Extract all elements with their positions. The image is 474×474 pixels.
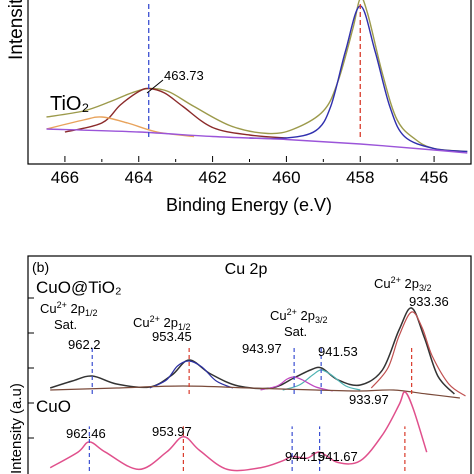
- panel-b-y-axis-label: Intensity (a.u): [8, 383, 25, 474]
- panel-b-frame: [27, 255, 472, 474]
- panel-b-sample-label-composite: CuO@TiO₂: [36, 278, 122, 297]
- panel-b-markers: [88, 348, 413, 474]
- panel-a-x-tick-label-4: 458: [346, 168, 374, 187]
- panel-a-series-2: [249, 5, 468, 153]
- panel-b-series-4: [370, 311, 466, 397]
- panel-a-x-tick-label-2: 462: [198, 168, 226, 187]
- panel-b-peak-group-label-2: Cu2+ 2p3/2: [270, 307, 327, 325]
- panel-b-bottom-peak-value-2: 944.15: [285, 449, 325, 464]
- panel-a-peak-annotation: 463.73: [164, 68, 204, 83]
- panel-b-peak-group-label-0: Cu2+ 2p1/2: [40, 300, 97, 318]
- panel-b-top-peak-value-3: 941.53: [318, 344, 358, 359]
- panel-b-label: (b): [32, 259, 49, 275]
- panel-b-bottom-peak-value-3: 941.67: [318, 449, 358, 464]
- panel-a-annotation-arrow: [146, 79, 164, 94]
- panel-a-series-4: [46, 128, 468, 154]
- panel-b-sample-label-cuo: CuO: [36, 397, 71, 416]
- panel-a-y-axis-label: Intensit: [6, 0, 27, 60]
- panel-a-curves: [46, 0, 468, 154]
- panel-a-markers: [148, 4, 361, 140]
- panel-b-peak-group-line2-2: Sat.: [284, 324, 307, 339]
- panel-a-x-axis-label: Binding Energy (e.V): [166, 195, 332, 215]
- panel-b-peak-group-line2-0: Sat.: [54, 317, 77, 332]
- panel-a-x-tick-label-3: 460: [272, 168, 300, 187]
- panel-b-top-peak-value-1: 953.45: [152, 329, 192, 344]
- panel-b-bottom-peak-value-1: 953.97: [152, 424, 192, 439]
- panel-a-series-1: [64, 87, 287, 139]
- panel-b-annotations: 962.2 953.45 943.97 941.53 933.36 962.46 953.9…: [66, 294, 449, 464]
- panel-a: 466 464 462 460 458 456 Intensit TiO₂ 463.73 …: [6, 0, 472, 215]
- panel-b-title: Cu 2p: [225, 261, 268, 278]
- panel-b-top-peak-value-0: 962.2: [68, 337, 101, 352]
- panel-a-frame: [27, 0, 472, 165]
- panel-a-series-0: [46, 0, 468, 153]
- panel-a-x-tick-label-1: 464: [125, 168, 153, 187]
- panel-b-peak-group-label-1: Cu2+ 2p1/2: [133, 314, 190, 332]
- panel-b-top-peak-value-4: 933.36: [409, 294, 449, 309]
- panel-b-bottom-peak-value-4: 933.97: [349, 392, 389, 407]
- panel-b-bottom-peak-value-0: 962.46: [66, 426, 106, 441]
- panel-b-peak-group-label-3: Cu2+ 2p3/2: [374, 275, 431, 293]
- panel-b-series-1: [149, 360, 234, 389]
- panel-a-x-tick-label-0: 466: [51, 168, 79, 187]
- panel-b-top-peak-value-2: 943.97: [242, 341, 282, 356]
- panel-b-y-ticks: [28, 297, 34, 439]
- panel-b-series-5: [50, 385, 460, 399]
- panel-a-x-ticks: 466 464 462 460 458 456: [27, 156, 472, 187]
- panel-b: 962.2 953.45 943.97 941.53 933.36 962.46 953.9…: [8, 255, 472, 474]
- panel-b-curves: [49, 307, 466, 472]
- panel-b-series-6: [49, 391, 428, 472]
- panel-a-sample-label: TiO₂: [50, 93, 89, 115]
- panel-a-x-tick-label-5: 456: [420, 168, 448, 187]
